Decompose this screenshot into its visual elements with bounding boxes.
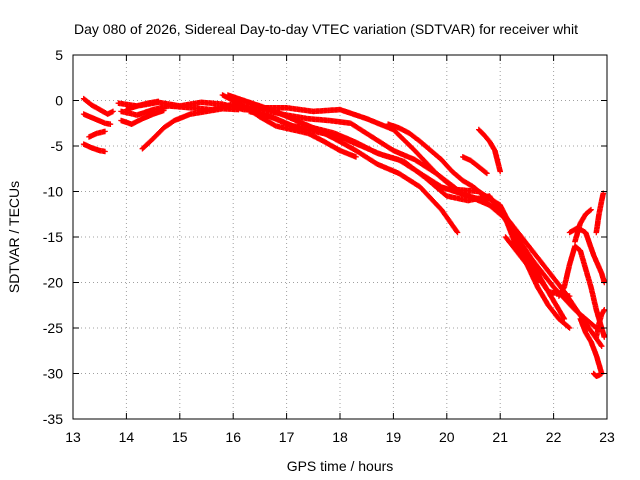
- x-tick-label: 15: [172, 429, 188, 445]
- series-track-6: [118, 101, 600, 331]
- x-tick-label: 21: [492, 429, 508, 445]
- axis-ticks: [72, 54, 608, 420]
- series-track-9: [139, 105, 242, 152]
- series-track-17: [502, 234, 573, 331]
- series-track-5: [115, 99, 605, 349]
- x-tick-labels: 13 14 15 16 17 18 19 20 21 22 23: [65, 429, 615, 445]
- plus-markers: [118, 101, 600, 331]
- plus-markers: [123, 98, 162, 113]
- y-tick-label: -20: [43, 275, 63, 291]
- series-track-21: [577, 316, 605, 377]
- plus-markers: [115, 99, 605, 349]
- y-tick-label: -5: [51, 138, 64, 154]
- series-track-2: [80, 111, 114, 127]
- x-axis-label: GPS time / hours: [287, 458, 394, 474]
- x-tick-label: 14: [119, 429, 135, 445]
- x-tick-label: 20: [439, 429, 455, 445]
- series-track-3: [80, 141, 108, 155]
- chart-title: Day 080 of 2026, Sidereal Day-to-day VTE…: [74, 21, 578, 37]
- plus-markers: [593, 190, 607, 236]
- series-track-8: [123, 98, 162, 113]
- y-axis-label: SDTVAR / TECUs: [6, 181, 22, 293]
- plus-markers: [577, 316, 605, 377]
- y-tick-label: 5: [55, 47, 63, 63]
- plus-markers: [86, 128, 108, 140]
- plus-markers: [80, 111, 114, 127]
- y-tick-label: 0: [55, 93, 63, 109]
- plus-markers: [476, 126, 503, 175]
- plus-markers: [593, 307, 608, 340]
- x-tick-label: 18: [332, 429, 348, 445]
- series-track-22: [590, 370, 605, 379]
- series-track-24: [593, 307, 608, 340]
- plus-markers: [80, 141, 108, 155]
- plus-markers: [460, 154, 490, 177]
- plus-markers: [590, 370, 605, 379]
- plus-markers: [502, 234, 573, 331]
- x-tick-label: 16: [225, 429, 241, 445]
- series-track-7: [118, 107, 167, 127]
- series-track-20: [572, 206, 594, 245]
- y-tick-label: -25: [43, 320, 63, 336]
- data-points: [80, 92, 608, 379]
- plus-markers: [80, 95, 116, 117]
- y-tick-label: -35: [43, 411, 63, 427]
- x-tick-label: 17: [279, 429, 295, 445]
- x-tick-label: 23: [599, 429, 615, 445]
- series-track-13: [246, 108, 461, 236]
- series-track-23: [593, 190, 607, 236]
- x-tick-label: 22: [546, 429, 562, 445]
- series-track-1: [80, 95, 116, 117]
- plus-markers: [572, 206, 594, 245]
- y-tick-label: -15: [43, 229, 63, 245]
- series-track-15: [460, 154, 490, 177]
- x-tick-label: 19: [386, 429, 402, 445]
- y-tick-label: -30: [43, 366, 63, 382]
- plus-markers: [246, 108, 461, 236]
- series-track-4: [86, 128, 108, 140]
- plus-markers: [139, 105, 242, 152]
- y-tick-label: -10: [43, 184, 63, 200]
- x-tick-label: 13: [65, 429, 81, 445]
- y-tick-labels: 5 0 -5 -10 -15 -20 -25 -30 -35: [43, 47, 63, 427]
- plus-markers: [118, 107, 167, 127]
- series-track-16: [476, 126, 503, 175]
